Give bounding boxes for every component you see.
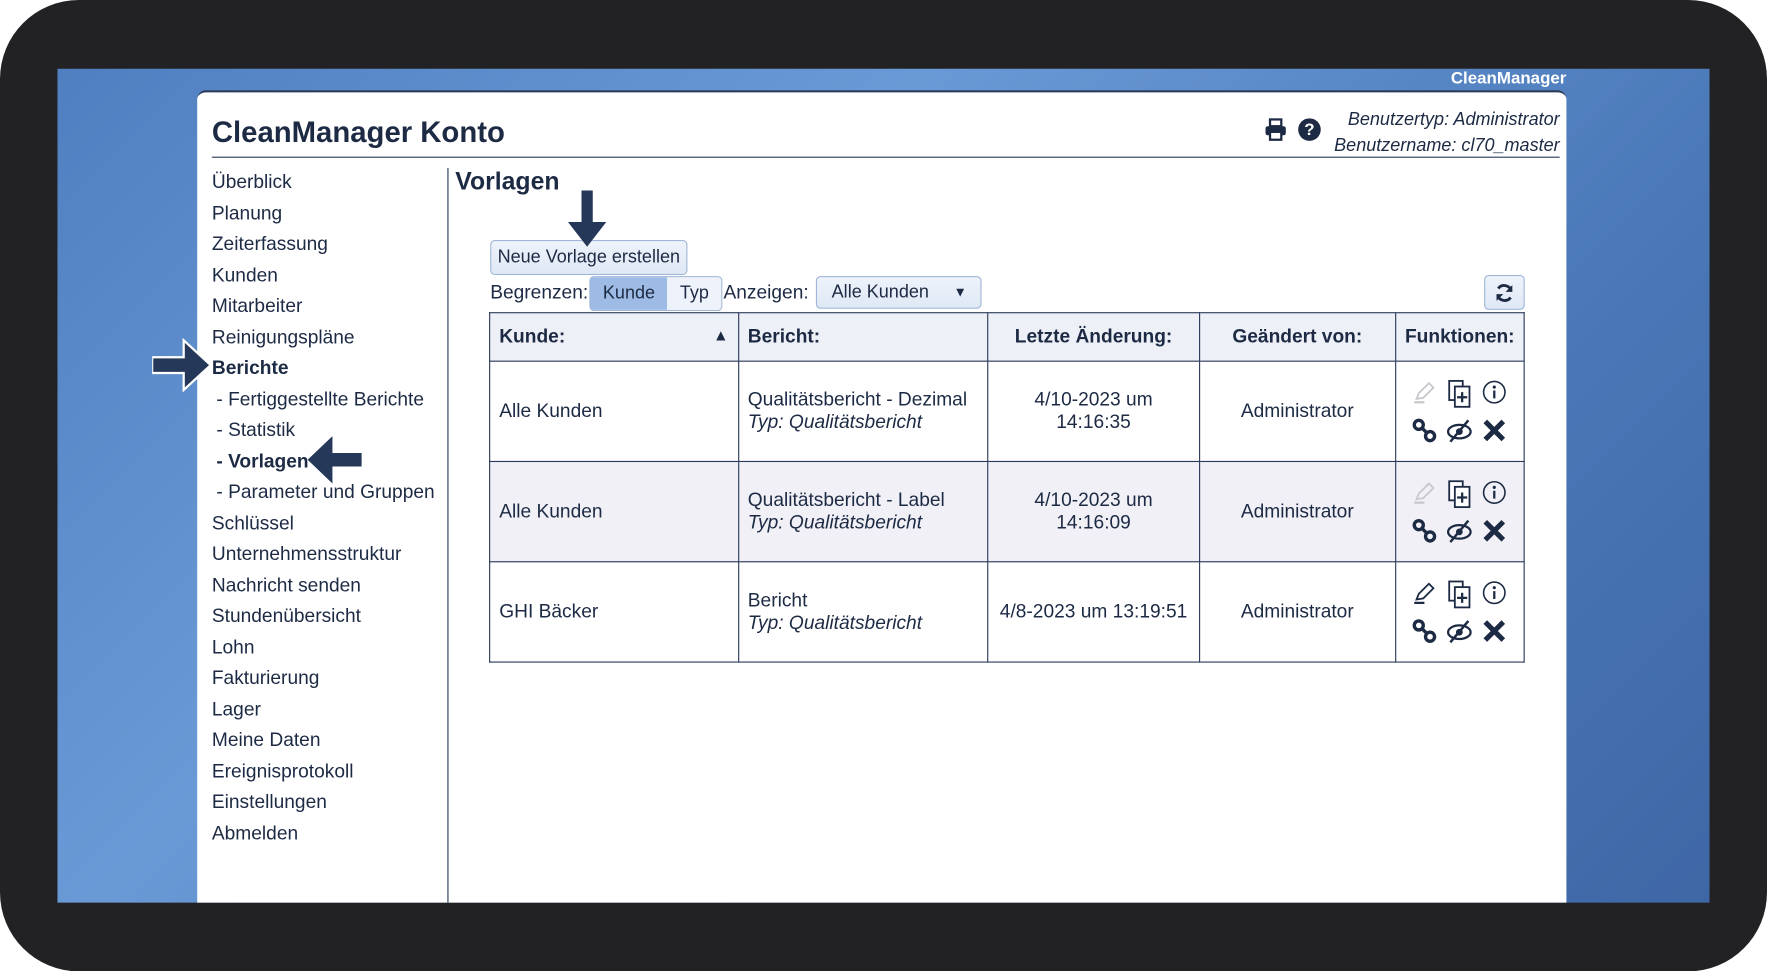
edit-icon — [1407, 480, 1442, 509]
duplicate-icon[interactable] — [1442, 580, 1477, 609]
sidebar-item[interactable]: Einstellungen — [211, 791, 327, 813]
cell-kunde: Alle Kunden — [489, 460, 739, 563]
column-header-letzte-aenderung[interactable]: Letzte Änderung: — [987, 312, 1200, 362]
svg-text:?: ? — [1304, 120, 1314, 139]
sidebar-item[interactable]: Berichte — [211, 357, 289, 379]
hide-icon[interactable] — [1442, 619, 1477, 644]
table-row[interactable]: Alle Kunden Qualitätsbericht - Label Typ:… — [489, 460, 1525, 563]
page-title: CleanManager Konto — [211, 114, 505, 149]
cell-date: 4/10-2023 um 14:16:35 — [987, 360, 1200, 463]
sidebar-item[interactable]: - Parameter und Gruppen — [216, 481, 435, 503]
report-type: Typ: Qualitätsbericht — [747, 611, 923, 634]
sidebar-divider — [447, 167, 449, 903]
show-label: Anzeigen: — [723, 281, 809, 304]
sidebar-item[interactable]: Überblick — [211, 171, 292, 193]
edit-icon[interactable] — [1407, 580, 1442, 609]
new-template-button[interactable]: Neue Vorlage erstellen — [490, 240, 688, 275]
desktop: CleanManager CleanManager Konto ? Benutz… — [57, 68, 1710, 903]
column-header-geaendert-von[interactable]: Geändert von: — [1198, 312, 1396, 362]
cell-bericht: Qualitätsbericht - Dezimal Typ: Qualitäts… — [737, 360, 989, 463]
sidebar-item[interactable]: Stundenübersicht — [211, 605, 361, 627]
refresh-icon — [1496, 283, 1513, 302]
cell-changed-by: Administrator — [1198, 460, 1396, 563]
sort-ascending-icon[interactable]: ▲ — [712, 325, 729, 344]
sidebar-item[interactable]: Kunden — [211, 264, 278, 286]
info-icon[interactable] — [1477, 380, 1512, 409]
sidebar-item[interactable]: Lohn — [211, 636, 255, 658]
cell-functions — [1394, 460, 1525, 563]
edit-icon — [1407, 380, 1442, 409]
sidebar-item[interactable]: - Statistik — [216, 419, 296, 441]
print-icon[interactable] — [1263, 117, 1288, 147]
column-header-kunde[interactable]: Kunde: ▲ — [489, 312, 739, 362]
sidebar-item[interactable]: - Vorlagen — [216, 450, 309, 472]
duplicate-icon[interactable] — [1442, 480, 1477, 509]
cell-bericht: Qualitätsbericht - Label Typ: Qualitätsbe… — [737, 460, 989, 563]
sidebar-item[interactable]: - Fertiggestellte Berichte — [216, 388, 424, 410]
arrow-right-annotation — [152, 338, 213, 393]
sidebar-item[interactable]: Mitarbeiter — [211, 295, 303, 317]
sidebar-item[interactable]: Ereignisprotokoll — [211, 760, 354, 782]
user-type: Benutzertyp: Administrator — [1347, 110, 1560, 130]
hide-icon[interactable] — [1442, 418, 1477, 443]
delete-icon[interactable] — [1477, 518, 1512, 543]
sidebar-item[interactable]: Nachricht senden — [211, 574, 361, 596]
table-row[interactable]: GHI Bäcker Bericht Typ: Qualitätsbericht … — [489, 561, 1525, 663]
limit-label: Begrenzen: — [490, 281, 589, 304]
sidebar-item[interactable]: Unternehmensstruktur — [211, 543, 402, 565]
user-info: Benutzertyp: Administrator Benutzername:… — [1334, 107, 1560, 159]
arrow-down-annotation — [567, 190, 607, 247]
cell-changed-by: Administrator — [1198, 561, 1396, 663]
report-name: Bericht — [747, 589, 808, 611]
show-select[interactable]: Alle Kunden ▼ — [815, 276, 982, 309]
report-type: Typ: Qualitätsbericht — [747, 411, 923, 433]
sidebar-item[interactable]: Fakturierung — [211, 667, 320, 689]
cell-kunde: GHI Bäcker — [489, 561, 739, 663]
sidebar-item[interactable]: Schlüssel — [211, 512, 294, 534]
duplicate-icon[interactable] — [1442, 379, 1477, 409]
show-select-value: Alle Kunden — [831, 282, 929, 303]
report-type: Typ: Qualitätsbericht — [747, 511, 923, 534]
table-row[interactable]: Alle Kunden Qualitätsbericht - Dezimal Ty… — [489, 360, 1525, 463]
header-divider — [211, 156, 1560, 158]
sidebar-item[interactable]: Meine Daten — [211, 729, 321, 751]
user-name: Benutzername: cl70_master — [1334, 136, 1560, 156]
link-icon[interactable] — [1407, 418, 1442, 443]
sidebar-item[interactable]: Planung — [211, 202, 283, 224]
column-header-funktionen: Funktionen: — [1394, 312, 1525, 362]
refresh-button[interactable] — [1484, 274, 1525, 310]
limit-option-kunde[interactable]: Kunde — [590, 277, 668, 310]
section-heading: Vorlagen — [455, 166, 560, 195]
sidebar-item[interactable]: Reinigungspläne — [211, 326, 355, 348]
sidebar-item[interactable]: Lager — [211, 698, 261, 720]
help-icon[interactable]: ? — [1297, 117, 1322, 147]
info-icon[interactable] — [1477, 580, 1512, 609]
sidebar-item[interactable]: Abmelden — [211, 822, 299, 844]
column-header-bericht[interactable]: Bericht: — [737, 312, 989, 362]
report-name: Qualitätsbericht - Label — [747, 489, 945, 511]
cell-bericht: Bericht Typ: Qualitätsbericht — [737, 561, 989, 663]
delete-icon[interactable] — [1477, 418, 1512, 443]
templates-table: Kunde: ▲ Bericht: Letzte Änderung: Geände… — [489, 312, 1525, 663]
cell-functions — [1394, 360, 1525, 463]
link-icon[interactable] — [1407, 619, 1442, 644]
cell-date: 4/8-2023 um 13:19:51 — [987, 561, 1200, 663]
sidebar-item[interactable]: Zeiterfassung — [211, 233, 328, 255]
brand-label: CleanManager — [1450, 68, 1567, 88]
report-name: Qualitätsbericht - Dezimal — [747, 388, 968, 411]
cell-functions — [1394, 561, 1525, 663]
caret-down-icon: ▼ — [953, 283, 967, 300]
hide-icon[interactable] — [1442, 518, 1477, 543]
delete-icon[interactable] — [1477, 619, 1512, 644]
arrow-left-annotation — [307, 436, 362, 484]
limit-segmented-control: Kunde Typ — [589, 276, 723, 312]
app-window: CleanManager Konto ? Benutzertyp: Admini… — [197, 90, 1567, 903]
cell-changed-by: Administrator — [1198, 360, 1396, 463]
cell-date: 4/10-2023 um 14:16:09 — [987, 460, 1200, 563]
cell-kunde: Alle Kunden — [489, 360, 739, 463]
sidebar: Überblick Planung Zeiterfassung Kunden Mitar… — [212, 167, 435, 849]
link-icon[interactable] — [1407, 518, 1442, 543]
limit-option-typ[interactable]: Typ — [667, 277, 722, 310]
info-icon[interactable] — [1477, 480, 1512, 509]
